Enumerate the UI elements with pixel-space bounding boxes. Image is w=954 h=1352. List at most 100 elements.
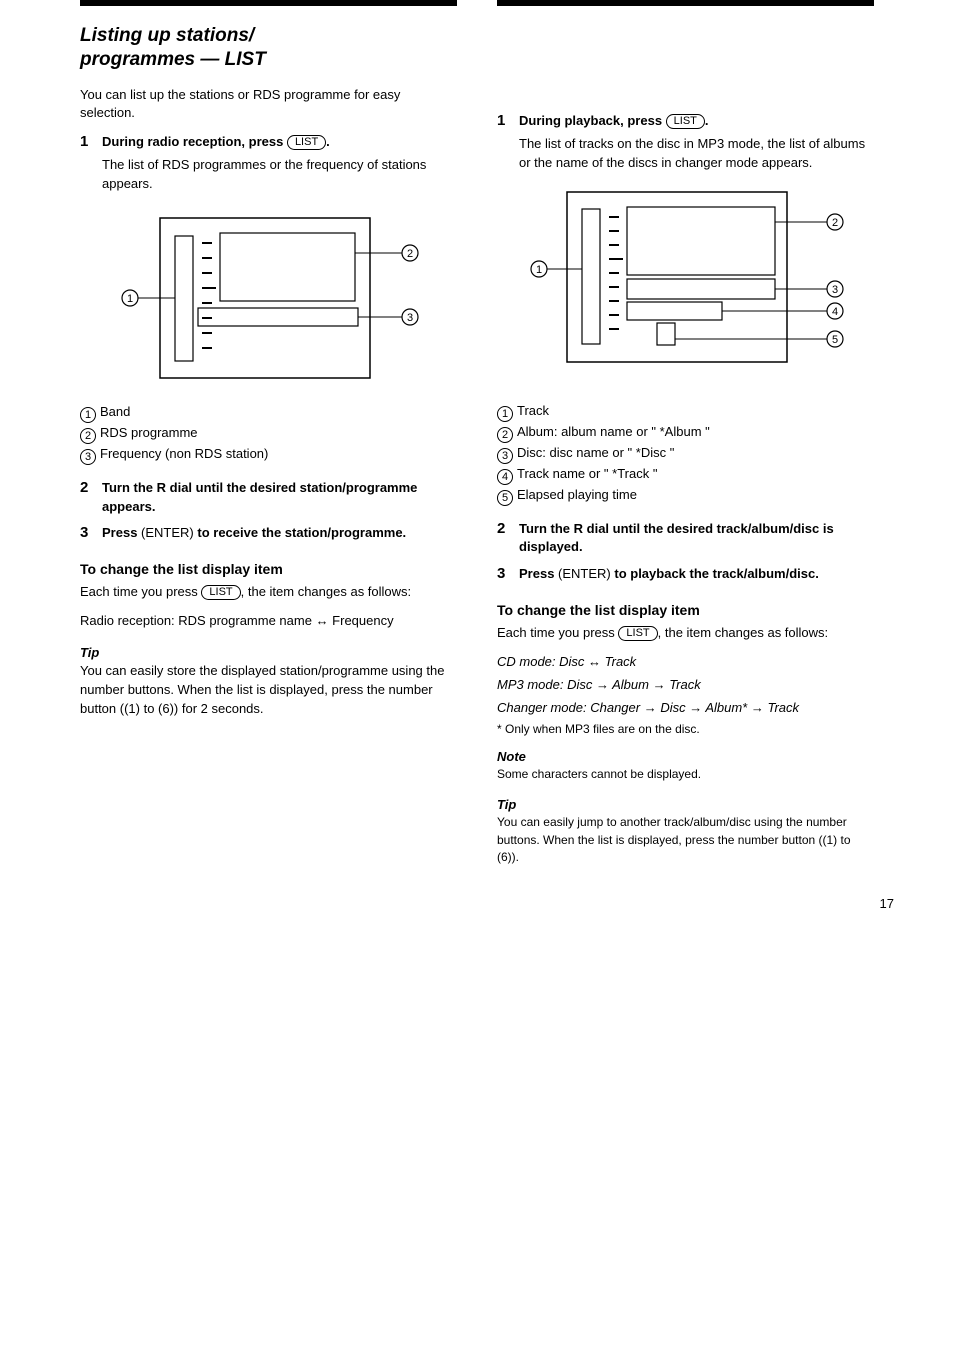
legend-text-2: RDS programme [100, 425, 198, 440]
svg-text:3: 3 [832, 284, 838, 296]
tip-h-r: Tip [497, 797, 874, 812]
left-column: Listing up stations/ programmes — LIST Y… [80, 0, 457, 911]
arr-icon: → [644, 700, 657, 715]
step2-right: 2 Turn the R dial until the desired trac… [497, 520, 874, 558]
sl1a: CD mode: Disc [497, 654, 588, 669]
sub-foot: * Only when MP3 files are on the disc. [497, 721, 874, 738]
step1r-body: During playback, press LIST. [519, 112, 709, 131]
intro-left: You can list up the stations or RDS prog… [80, 86, 457, 124]
arr-icon: ↔ [588, 654, 601, 669]
step3-body: Press (ENTER) to receive the station/pro… [102, 524, 406, 543]
legend-left-3: 3Frequency (non RDS station) [80, 444, 457, 465]
legend-r-1: 1Track [497, 401, 874, 422]
legend-left-1: 1 Band [80, 402, 457, 423]
s3enter: (ENTER) [141, 525, 194, 540]
top-rule-left [80, 0, 457, 6]
right-column: 1 During playback, press LIST. The list … [497, 0, 874, 911]
lt4: Track name or " *Track " [517, 466, 657, 481]
ln4: 4 [497, 469, 513, 485]
step3-left: 3 Press (ENTER) to receive the station/p… [80, 524, 457, 543]
svg-text:4: 4 [832, 306, 838, 318]
sub-line3: Changer mode: Changer → Disc → Album* → … [497, 699, 874, 718]
svg-text:2: 2 [407, 248, 413, 260]
step1-text-b: . [326, 134, 330, 149]
subh-left: To change the list display item [80, 561, 457, 577]
step1-right: 1 During playback, press LIST. [497, 112, 874, 131]
lt5: Elapsed playing time [517, 487, 637, 502]
title-l2: programmes — LIST [80, 49, 266, 70]
subp2-left: Radio reception: RDS programme name ↔ Fr… [80, 612, 457, 631]
step1r-sub: The list of tracks on the disc in MP3 mo… [519, 135, 874, 173]
legend-left-2: 2 RDS programme [80, 423, 457, 444]
sl3a: Changer mode: Changer [497, 700, 644, 715]
step3r-num: 3 [497, 565, 511, 584]
lt1: Track [517, 403, 549, 418]
sl2a: MP3 mode: Disc [497, 677, 596, 692]
sl1b: Track [601, 654, 636, 669]
sl3c: Album* [702, 700, 751, 715]
step1-num: 1 [80, 133, 94, 152]
ln5: 5 [497, 490, 513, 506]
arr-icon: → [689, 700, 702, 715]
ln3: 3 [497, 448, 513, 464]
subp2a: Radio reception: RDS programme name [80, 613, 316, 628]
s3b: to receive the station/programme. [194, 525, 406, 540]
legend-text-3: Frequency (non RDS station) [100, 446, 268, 461]
list-button-icon: LIST [201, 585, 240, 600]
step1r-num: 1 [497, 112, 511, 131]
step1-left: 1 During radio reception, press LIST. [80, 133, 457, 152]
subpra: Each time you press [497, 625, 618, 640]
subp-b: , the item changes as follows: [241, 584, 412, 599]
subprb: , the item changes as follows: [658, 625, 829, 640]
s1ra: During playback, press [519, 113, 666, 128]
subp-a: Each time you press [80, 584, 201, 599]
tip-p-r: You can easily jump to another track/alb… [497, 814, 874, 866]
tip-h-left: Tip [80, 645, 457, 660]
sub-line2: MP3 mode: Disc → Album → Track [497, 676, 874, 695]
note-p: Some characters cannot be displayed. [497, 766, 874, 783]
subh-right: To change the list display item [497, 602, 874, 618]
sub-line1: CD mode: Disc ↔ Track [497, 653, 874, 672]
page-number: 17 [497, 896, 894, 911]
step2-left: 2 Turn the R dial until the desired stat… [80, 479, 457, 517]
arr-icon: → [653, 677, 666, 692]
legend-num-1: 1 [80, 407, 96, 423]
sl2c: Track [666, 677, 701, 692]
s3rb: to playback the track/album/disc. [611, 566, 819, 581]
step2r-body: Turn the R dial until the desired track/… [519, 520, 874, 558]
lt3: Disc: disc name or " *Disc " [517, 445, 674, 460]
svg-text:2: 2 [832, 217, 838, 229]
step1-body: During radio reception, press LIST. [102, 133, 330, 152]
subp-right: Each time you press LIST, the item chang… [497, 624, 874, 643]
arr-icon: → [751, 700, 764, 715]
arr-icon: → [596, 677, 609, 692]
ln2: 2 [497, 427, 513, 443]
list-button-icon: LIST [666, 114, 705, 129]
step1-text-a: During radio reception, press [102, 134, 287, 149]
step2-num: 2 [80, 479, 94, 517]
subp2b: Frequency [329, 613, 394, 628]
dblarrow-icon: ↔ [316, 613, 329, 628]
lt2: Album: album name or " *Album " [517, 424, 710, 439]
s3ra: Press [519, 566, 558, 581]
s3a: Press [102, 525, 141, 540]
legend-r-3: 3 Disc: disc name or " *Disc " [497, 443, 874, 464]
sl3d: Track [764, 700, 799, 715]
svg-text:1: 1 [536, 264, 542, 276]
diagram-right: 1 2 3 4 5 [527, 187, 777, 387]
tip-p-left: You can easily store the displayed stati… [80, 662, 457, 719]
s3renter: (ENTER) [558, 566, 611, 581]
top-rule-right [497, 0, 874, 6]
note-h: Note [497, 749, 874, 764]
step2r-num: 2 [497, 520, 511, 558]
legend-num-2: 2 [80, 428, 96, 444]
step1-sub: The list of RDS programmes or the freque… [102, 156, 457, 194]
legend-text-1: Band [100, 404, 130, 419]
legend-r-2: 2 Album: album name or " *Album " [497, 422, 874, 443]
title-l1: Listing up stations/ [80, 25, 254, 46]
section-title-left: Listing up stations/ programmes — LIST [80, 24, 457, 72]
subp-left: Each time you press LIST, the item chang… [80, 583, 457, 602]
sl3b: Disc [657, 700, 690, 715]
list-button-icon: LIST [287, 135, 326, 150]
step3-right: 3 Press (ENTER) to playback the track/al… [497, 565, 874, 584]
